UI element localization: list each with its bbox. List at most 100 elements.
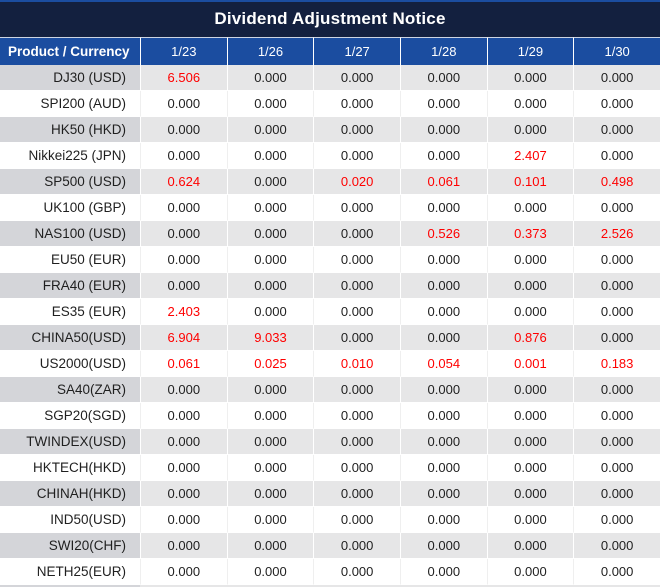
product-label: TWINDEX(USD) bbox=[0, 429, 140, 455]
column-header-date: 1/28 bbox=[399, 37, 487, 65]
dividend-value-cell: 0.000 bbox=[399, 247, 487, 273]
dividend-value-cell: 0.000 bbox=[399, 65, 487, 91]
dividend-value-cell: 0.624 bbox=[140, 169, 227, 195]
table-row: ES35 (EUR) 2.403 0.000 0.000 0.000 0.000 0.000 bbox=[0, 299, 660, 325]
dividend-value-cell: 0.000 bbox=[486, 429, 574, 455]
dividend-value-cell: 0.000 bbox=[486, 403, 574, 429]
dividend-value-cell: 0.183 bbox=[573, 351, 660, 377]
dividend-value-cell: 0.000 bbox=[573, 325, 660, 351]
dividend-value-cell: 0.000 bbox=[140, 559, 227, 585]
product-label: SWI20(CHF) bbox=[0, 533, 140, 559]
dividend-value-cell: 0.000 bbox=[313, 325, 400, 351]
dividend-value-cell: 0.000 bbox=[313, 247, 400, 273]
dividend-value-cell: 0.000 bbox=[140, 195, 227, 221]
column-header-date: 1/23 bbox=[140, 37, 227, 65]
dividend-value-cell: 0.373 bbox=[486, 221, 574, 247]
product-label: Nikkei225 (JPN) bbox=[0, 143, 140, 169]
product-label: UK100 (GBP) bbox=[0, 195, 140, 221]
partial-next-row-label-cell bbox=[0, 585, 140, 587]
dividend-value-cell: 0.000 bbox=[226, 429, 314, 455]
product-label: EU50 (EUR) bbox=[0, 247, 140, 273]
dividend-value-cell: 0.000 bbox=[226, 143, 314, 169]
dividend-value-cell: 0.000 bbox=[399, 507, 487, 533]
product-label: NETH25(EUR) bbox=[0, 559, 140, 585]
table-row: SGP20(SGD) 0.000 0.000 0.000 0.000 0.000 0.000 bbox=[0, 403, 660, 429]
dividend-value-cell: 0.000 bbox=[313, 507, 400, 533]
dividend-value-cell: 0.000 bbox=[399, 429, 487, 455]
dividend-value-cell: 0.000 bbox=[226, 455, 314, 481]
table-row: NETH25(EUR) 0.000 0.000 0.000 0.000 0.000 0.00… bbox=[0, 559, 660, 585]
product-label: ES35 (EUR) bbox=[0, 299, 140, 325]
column-header-date: 1/27 bbox=[313, 37, 400, 65]
dividend-value-cell: 0.000 bbox=[313, 429, 400, 455]
product-label: CHINAH(HKD) bbox=[0, 481, 140, 507]
dividend-value-cell: 0.020 bbox=[313, 169, 400, 195]
product-label: SGP20(SGD) bbox=[0, 403, 140, 429]
table-row: CHINAH(HKD) 0.000 0.000 0.000 0.000 0.000 0.00… bbox=[0, 481, 660, 507]
dividend-value-cell: 0.000 bbox=[399, 273, 487, 299]
column-header-date: 1/29 bbox=[486, 37, 574, 65]
product-label: DJ30 (USD) bbox=[0, 65, 140, 91]
dividend-value-cell: 0.000 bbox=[226, 273, 314, 299]
dividend-value-cell: 0.000 bbox=[226, 533, 314, 559]
dividend-value-cell: 0.000 bbox=[313, 533, 400, 559]
table-row: UK100 (GBP) 0.000 0.000 0.000 0.000 0.000 0.00… bbox=[0, 195, 660, 221]
column-header-date: 1/26 bbox=[226, 37, 314, 65]
dividend-value-cell: 0.000 bbox=[226, 299, 314, 325]
dividend-value-cell: 0.001 bbox=[486, 351, 574, 377]
dividend-value-cell: 0.000 bbox=[226, 377, 314, 403]
dividend-value-cell: 0.000 bbox=[140, 91, 227, 117]
dividend-value-cell: 0.000 bbox=[573, 247, 660, 273]
dividend-value-cell: 0.000 bbox=[140, 429, 227, 455]
partial-next-row-strip bbox=[0, 585, 660, 587]
dividend-value-cell: 0.000 bbox=[140, 403, 227, 429]
dividend-value-cell: 0.000 bbox=[486, 533, 574, 559]
dividend-value-cell: 0.000 bbox=[486, 195, 574, 221]
dividend-value-cell: 0.025 bbox=[226, 351, 314, 377]
product-label: FRA40 (EUR) bbox=[0, 273, 140, 299]
table-header-row: Product / Currency 1/23 1/26 1/27 1/28 1/29 1… bbox=[0, 37, 660, 65]
dividend-value-cell: 0.000 bbox=[399, 481, 487, 507]
dividend-value-cell: 0.061 bbox=[399, 169, 487, 195]
dividend-value-cell: 0.000 bbox=[313, 377, 400, 403]
dividend-value-cell: 9.033 bbox=[226, 325, 314, 351]
product-label: SP500 (USD) bbox=[0, 169, 140, 195]
dividend-value-cell: 0.000 bbox=[313, 221, 400, 247]
dividend-value-cell: 0.876 bbox=[486, 325, 574, 351]
table-row: SWI20(CHF) 0.000 0.000 0.000 0.000 0.000 0.000 bbox=[0, 533, 660, 559]
dividend-value-cell: 0.000 bbox=[313, 143, 400, 169]
product-label: SA40(ZAR) bbox=[0, 377, 140, 403]
dividend-value-cell: 0.000 bbox=[226, 221, 314, 247]
dividend-value-cell: 0.000 bbox=[140, 455, 227, 481]
partial-next-row-data-cells bbox=[140, 585, 660, 587]
dividend-value-cell: 0.000 bbox=[140, 377, 227, 403]
dividend-value-cell: 0.000 bbox=[313, 117, 400, 143]
product-label: HK50 (HKD) bbox=[0, 117, 140, 143]
dividend-value-cell: 0.000 bbox=[486, 117, 574, 143]
dividend-value-cell: 0.061 bbox=[140, 351, 227, 377]
table-row: HK50 (HKD) 0.000 0.000 0.000 0.000 0.000 0.000 bbox=[0, 117, 660, 143]
table-body: DJ30 (USD) 6.506 0.000 0.000 0.000 0.000 0.000… bbox=[0, 65, 660, 585]
dividend-value-cell: 0.000 bbox=[573, 273, 660, 299]
dividend-value-cell: 0.000 bbox=[226, 169, 314, 195]
dividend-value-cell: 0.000 bbox=[140, 117, 227, 143]
dividend-value-cell: 0.000 bbox=[313, 195, 400, 221]
dividend-value-cell: 0.000 bbox=[573, 429, 660, 455]
dividend-value-cell: 2.403 bbox=[140, 299, 227, 325]
dividend-value-cell: 0.000 bbox=[399, 533, 487, 559]
dividend-value-cell: 0.000 bbox=[399, 117, 487, 143]
dividend-value-cell: 0.000 bbox=[486, 507, 574, 533]
table-row: SP500 (USD) 0.624 0.000 0.020 0.061 0.101 0.49… bbox=[0, 169, 660, 195]
dividend-table: Product / Currency 1/23 1/26 1/27 1/28 1/29 1… bbox=[0, 37, 660, 585]
dividend-value-cell: 0.000 bbox=[226, 507, 314, 533]
dividend-value-cell: 0.000 bbox=[399, 143, 487, 169]
dividend-value-cell: 0.000 bbox=[226, 117, 314, 143]
dividend-value-cell: 0.000 bbox=[399, 455, 487, 481]
dividend-value-cell: 0.000 bbox=[313, 481, 400, 507]
dividend-value-cell: 0.000 bbox=[313, 65, 400, 91]
dividend-value-cell: 0.000 bbox=[226, 559, 314, 585]
dividend-value-cell: 0.000 bbox=[486, 481, 574, 507]
dividend-value-cell: 0.000 bbox=[486, 377, 574, 403]
table-row: US2000(USD) 0.061 0.025 0.010 0.054 0.001 0.18… bbox=[0, 351, 660, 377]
